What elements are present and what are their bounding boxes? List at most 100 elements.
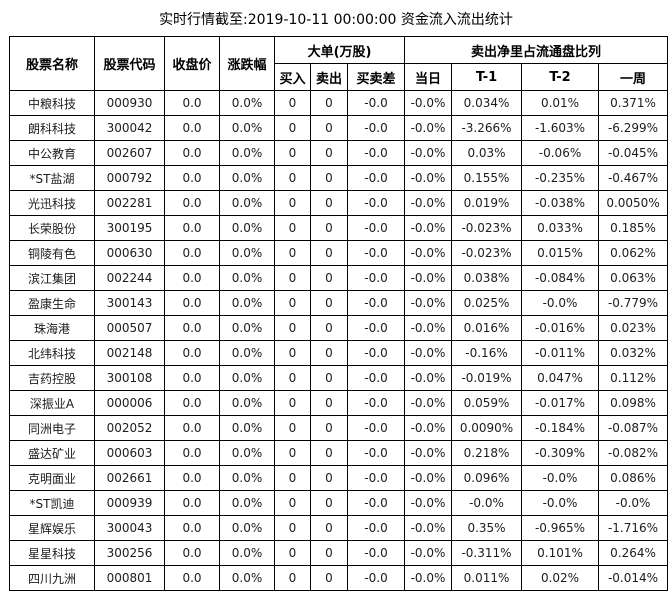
stock-name-cell[interactable]: 滨江集团 bbox=[9, 265, 95, 291]
change-pct-cell: 0.0% bbox=[219, 240, 275, 266]
change-pct-cell: 0.0% bbox=[219, 190, 275, 216]
buy-sell-diff-cell: -0.0 bbox=[346, 140, 406, 166]
stock-code-cell[interactable]: 002148 bbox=[94, 340, 165, 366]
stock-name-cell[interactable]: 盛达矿业 bbox=[9, 440, 95, 466]
sell-cell: 0 bbox=[310, 415, 348, 441]
close-price-cell: 0.0 bbox=[164, 515, 220, 541]
close-price-cell: 0.0 bbox=[164, 365, 220, 391]
t2-cell: -0.965% bbox=[521, 515, 600, 541]
week-cell: 0.063% bbox=[598, 265, 669, 291]
header-stock-code: 股票代码 bbox=[94, 36, 165, 91]
stock-code-cell[interactable]: 000006 bbox=[94, 390, 165, 416]
stock-name-cell[interactable]: 中粮科技 bbox=[9, 90, 95, 116]
stock-code-cell[interactable]: 000507 bbox=[94, 315, 165, 341]
table-header: 股票名称 股票代码 收盘价 涨跌幅 大单(万股) 卖出净里占流通盘比列 买入 卖… bbox=[9, 36, 669, 91]
change-pct-cell: 0.0% bbox=[219, 215, 275, 241]
stock-code-cell[interactable]: 000801 bbox=[94, 565, 165, 591]
buy-sell-diff-cell: -0.0 bbox=[346, 390, 406, 416]
day-cell: -0.0% bbox=[404, 490, 453, 516]
week-cell: -0.014% bbox=[598, 565, 669, 591]
close-price-cell: 0.0 bbox=[164, 140, 220, 166]
header-buy-sell-diff: 买卖差 bbox=[346, 63, 406, 91]
t2-cell: -0.0% bbox=[521, 465, 600, 491]
day-cell: -0.0% bbox=[404, 540, 453, 566]
stock-name-cell[interactable]: 长荣股份 bbox=[9, 215, 95, 241]
stock-name-cell[interactable]: 四川九洲 bbox=[9, 565, 95, 591]
stock-name-cell[interactable]: 珠海港 bbox=[9, 315, 95, 341]
stock-name-cell[interactable]: 铜陵有色 bbox=[9, 240, 95, 266]
table-row: 盈康生命 300143 0.0 0.0% 0 0 -0.0 -0.0% 0.02… bbox=[9, 290, 669, 316]
stock-code-cell[interactable]: 002661 bbox=[94, 465, 165, 491]
table-row: 星辉娱乐 300043 0.0 0.0% 0 0 -0.0 -0.0% 0.35… bbox=[9, 515, 669, 541]
day-cell: -0.0% bbox=[404, 140, 453, 166]
t2-cell: -0.0% bbox=[521, 290, 600, 316]
table-row: 铜陵有色 000630 0.0 0.0% 0 0 -0.0 -0.0% -0.0… bbox=[9, 240, 669, 266]
change-pct-cell: 0.0% bbox=[219, 490, 275, 516]
stock-code-cell[interactable]: 002281 bbox=[94, 190, 165, 216]
stock-code-cell[interactable]: 300256 bbox=[94, 540, 165, 566]
buy-cell: 0 bbox=[274, 515, 311, 541]
stock-name-cell[interactable]: 盈康生命 bbox=[9, 290, 95, 316]
header-day: 当日 bbox=[404, 63, 453, 91]
t2-cell: -0.184% bbox=[521, 415, 600, 441]
change-pct-cell: 0.0% bbox=[219, 265, 275, 291]
stock-name-cell[interactable]: *ST凯迪 bbox=[9, 490, 95, 516]
day-cell: -0.0% bbox=[404, 240, 453, 266]
stock-name-cell[interactable]: 星星科技 bbox=[9, 540, 95, 566]
sell-cell: 0 bbox=[310, 165, 348, 191]
stock-code-cell[interactable]: 002607 bbox=[94, 140, 165, 166]
stock-name-cell[interactable]: 光迅科技 bbox=[9, 190, 95, 216]
close-price-cell: 0.0 bbox=[164, 240, 220, 266]
stock-code-cell[interactable]: 000939 bbox=[94, 490, 165, 516]
t2-cell: -0.084% bbox=[521, 265, 600, 291]
t2-cell: -0.0% bbox=[521, 490, 600, 516]
stock-code-cell[interactable]: 002052 bbox=[94, 415, 165, 441]
stock-code-cell[interactable]: 000630 bbox=[94, 240, 165, 266]
stock-code-cell[interactable]: 300143 bbox=[94, 290, 165, 316]
stock-code-cell[interactable]: 000792 bbox=[94, 165, 165, 191]
buy-cell: 0 bbox=[274, 165, 311, 191]
stock-name-cell[interactable]: 同洲电子 bbox=[9, 415, 95, 441]
stock-code-cell[interactable]: 300108 bbox=[94, 365, 165, 391]
close-price-cell: 0.0 bbox=[164, 440, 220, 466]
sell-cell: 0 bbox=[310, 465, 348, 491]
t1-cell: 0.03% bbox=[451, 140, 523, 166]
stock-code-cell[interactable]: 002244 bbox=[94, 265, 165, 291]
t1-cell: -0.16% bbox=[451, 340, 523, 366]
stock-name-cell[interactable]: 朗科科技 bbox=[9, 115, 95, 141]
stock-code-cell[interactable]: 000603 bbox=[94, 440, 165, 466]
stock-code-cell[interactable]: 000930 bbox=[94, 90, 165, 116]
stock-name-cell[interactable]: 吉药控股 bbox=[9, 365, 95, 391]
buy-sell-diff-cell: -0.0 bbox=[346, 265, 406, 291]
close-price-cell: 0.0 bbox=[164, 90, 220, 116]
table-row: 中公教育 002607 0.0 0.0% 0 0 -0.0 -0.0% 0.03… bbox=[9, 140, 669, 166]
stock-code-cell[interactable]: 300043 bbox=[94, 515, 165, 541]
day-cell: -0.0% bbox=[404, 415, 453, 441]
stock-name-cell[interactable]: *ST盐湖 bbox=[9, 165, 95, 191]
t1-cell: 0.011% bbox=[451, 565, 523, 591]
buy-cell: 0 bbox=[274, 190, 311, 216]
stock-code-cell[interactable]: 300042 bbox=[94, 115, 165, 141]
table-row: 吉药控股 300108 0.0 0.0% 0 0 -0.0 -0.0% -0.0… bbox=[9, 365, 669, 391]
stock-name-cell[interactable]: 中公教育 bbox=[9, 140, 95, 166]
buy-cell: 0 bbox=[274, 290, 311, 316]
sell-cell: 0 bbox=[310, 215, 348, 241]
t1-cell: 0.0090% bbox=[451, 415, 523, 441]
stock-name-cell[interactable]: 北纬科技 bbox=[9, 340, 95, 366]
close-price-cell: 0.0 bbox=[164, 290, 220, 316]
buy-cell: 0 bbox=[274, 90, 311, 116]
header-buy: 买入 bbox=[274, 63, 311, 91]
t2-cell: -0.016% bbox=[521, 315, 600, 341]
stock-name-cell[interactable]: 星辉娱乐 bbox=[9, 515, 95, 541]
stock-name-cell[interactable]: 克明面业 bbox=[9, 465, 95, 491]
day-cell: -0.0% bbox=[404, 515, 453, 541]
stock-name-cell[interactable]: 深振业A bbox=[9, 390, 95, 416]
buy-sell-diff-cell: -0.0 bbox=[346, 565, 406, 591]
sell-cell: 0 bbox=[310, 390, 348, 416]
stock-code-cell[interactable]: 300195 bbox=[94, 215, 165, 241]
table-row: 深振业A 000006 0.0 0.0% 0 0 -0.0 -0.0% 0.05… bbox=[9, 390, 669, 416]
buy-sell-diff-cell: -0.0 bbox=[346, 415, 406, 441]
t2-cell: -0.038% bbox=[521, 190, 600, 216]
week-cell: -0.082% bbox=[598, 440, 669, 466]
